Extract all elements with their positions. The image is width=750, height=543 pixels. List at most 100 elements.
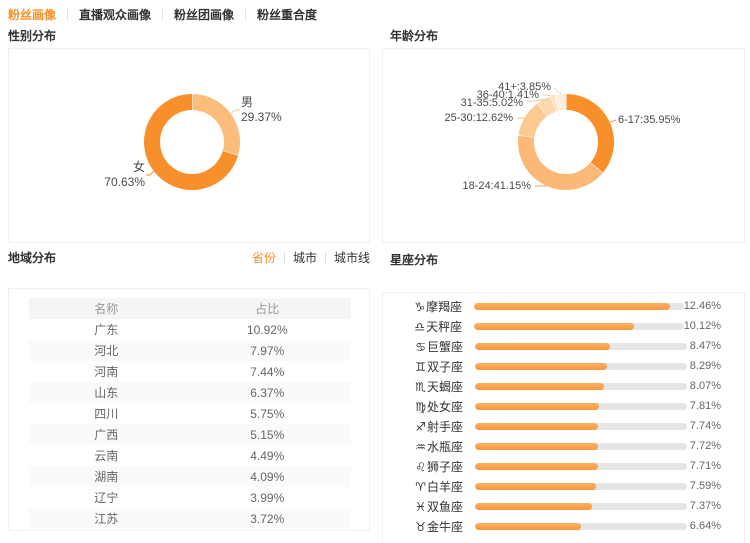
zodiac-bar-track: [475, 522, 687, 530]
zodiac-pct: 6.64%: [689, 520, 721, 532]
gender-section-title: 性别分布: [8, 29, 57, 43]
zodiac-name: 白羊座: [426, 479, 463, 494]
region-table-row[interactable]: 湖南 4.09%: [29, 466, 351, 487]
region-name-cell: 河北: [29, 340, 184, 361]
region-table-row[interactable]: 河北 7.97%: [29, 340, 351, 361]
region-table-row[interactable]: 山东 6.37%: [29, 382, 351, 403]
gender-donut-chart[interactable]: [144, 94, 240, 190]
age-donut-chart[interactable]: [518, 94, 614, 190]
zodiac-label: ♒水瓶座: [387, 438, 463, 455]
zodiac-row[interactable]: ♎天秤座 10.12%: [387, 316, 721, 336]
zodiac-bar-list: ♑摩羯座 12.46% ♎天秤座 10.12% ♋巨蟹座 8.47% ♊双子座 8.29% ♏天…: [383, 293, 744, 536]
zodiac-bar-track: [475, 422, 687, 430]
age-section-title: 年龄分布: [390, 29, 439, 43]
tab-4[interactable]: 粉丝重合度: [257, 7, 318, 22]
zodiac-水瓶座-icon: ♒: [415, 439, 426, 454]
gender-label-male-name: 男: [241, 95, 254, 109]
zodiac-白羊座-icon: ♈: [415, 479, 426, 494]
zodiac-name: 天秤座: [426, 319, 463, 334]
region-table: 名称 占比 广东 10.92% 河北 7.97% 河南 7.44% 山东 6.37% 四川 5.75…: [29, 298, 351, 529]
zodiac-row[interactable]: ♏天蝎座 8.07%: [387, 376, 721, 396]
tab-1[interactable]: 粉丝画像: [8, 7, 57, 22]
age-label-36-40: 36-40:1.41%: [476, 89, 539, 101]
zodiac-bar-track: [475, 462, 687, 470]
zodiac-name: 双鱼座: [426, 499, 463, 514]
region-pct-cell: 4.09%: [183, 466, 351, 487]
age-label-18-24: 18-24:41.15%: [462, 180, 532, 192]
region-name-cell: 广西: [29, 424, 184, 445]
zodiac-row[interactable]: ♐射手座 7.74%: [387, 416, 721, 436]
zodiac-row[interactable]: ♋巨蟹座 8.47%: [387, 336, 721, 356]
zodiac-双子座-icon: ♊: [415, 359, 426, 374]
region-name-cell: 辽宁: [94, 491, 119, 505]
zodiac-bar-fill: [474, 302, 671, 310]
zodiac-name: 处女座: [426, 399, 463, 414]
zodiac-row[interactable]: ♒水瓶座 7.72%: [387, 436, 721, 456]
zodiac-label: ♐射手座: [387, 418, 463, 435]
gender-chart-panel: 男 29.37% 女 70.63%: [8, 48, 370, 243]
zodiac-bar-fill: [475, 342, 611, 350]
zodiac-bar-track: [475, 442, 687, 450]
zodiac-金牛座-icon: ♉: [415, 519, 426, 534]
zodiac-name: 水瓶座: [426, 439, 463, 454]
region-pct-cell: 3.99%: [250, 490, 285, 505]
tab-separator: [67, 8, 69, 20]
zodiac-label: ♎天秤座: [387, 318, 462, 335]
zodiac-pct: 8.07%: [689, 380, 721, 392]
age-chart-panel: 41+:3.85% 36-40:1.41% 31-35:5.02% 25-30:…: [382, 48, 745, 243]
zodiac-label: ♌狮子座: [387, 458, 463, 475]
zodiac-label: ♉金牛座: [387, 518, 463, 535]
region-table-header-row: 名称 占比: [29, 298, 351, 319]
region-section-head: 地域分布 省份 城市 城市线: [8, 249, 370, 266]
zodiac-row[interactable]: ♍处女座 7.81%: [387, 396, 721, 416]
zodiac-pct: 8.29%: [689, 360, 721, 372]
tab-2[interactable]: 直播观众画像: [79, 7, 152, 22]
region-col-header-1: 名称: [29, 298, 184, 319]
zodiac-row[interactable]: ♑摩羯座 12.46%: [387, 296, 721, 316]
region-table-row[interactable]: 广西 5.15%: [29, 424, 351, 445]
region-table-row[interactable]: 河南 7.44%: [29, 361, 351, 382]
zodiac-天秤座-icon: ♎: [414, 319, 426, 334]
gender-label-female-pct: 70.63%: [104, 175, 145, 189]
top-tabbar: 粉丝画像 直播观众画像 粉丝团画像 粉丝重合度: [8, 6, 317, 22]
region-col-header-2: 占比: [183, 298, 351, 319]
region-tab-2[interactable]: 城市: [292, 251, 317, 265]
region-tab-1[interactable]: 省份: [251, 251, 276, 265]
zodiac-label: ♓双鱼座: [387, 498, 463, 515]
zodiac-bar-fill: [474, 322, 634, 330]
zodiac-bar-fill: [475, 462, 598, 470]
zodiac-bar-fill: [475, 402, 600, 410]
region-table-row[interactable]: 四川 5.75%: [29, 403, 351, 424]
region-pct-cell: 5.75%: [250, 406, 285, 421]
zodiac-bar-fill: [475, 362, 608, 370]
zodiac-row[interactable]: ♊双子座 8.29%: [387, 356, 721, 376]
region-table-panel: 名称 占比 广东 10.92% 河北 7.97% 河南 7.44% 山东 6.37% 四川 5.75…: [8, 288, 370, 531]
zodiac-狮子座-icon: ♌: [415, 459, 426, 474]
region-table-row[interactable]: 广东 10.92%: [29, 319, 351, 340]
region-tab-3[interactable]: 城市线: [333, 251, 370, 265]
zodiac-row[interactable]: ♈白羊座 7.59%: [387, 476, 721, 496]
region-section-title: 地域分布: [8, 251, 57, 265]
region-name-cell: 湖南: [29, 466, 184, 487]
zodiac-row[interactable]: ♓双鱼座 7.37%: [387, 496, 721, 516]
zodiac-bar-track: [474, 322, 684, 330]
region-table-row[interactable]: 辽宁 3.99%: [29, 487, 351, 508]
zodiac-pct: 7.74%: [689, 420, 721, 432]
zodiac-bar-track: [475, 482, 687, 490]
gender-label-female: 女 70.63%: [104, 160, 145, 190]
zodiac-处女座-icon: ♍: [415, 399, 426, 414]
tab-3[interactable]: 粉丝团画像: [174, 7, 235, 22]
region-table-row[interactable]: 江苏 3.72%: [29, 508, 351, 529]
region-table-row[interactable]: 云南 4.49%: [29, 445, 351, 466]
region-pct-cell: 10.92%: [246, 322, 288, 337]
age-label-41plus: 41+:3.85%: [498, 81, 551, 93]
zodiac-pct: 10.12%: [683, 320, 721, 332]
age-label-31-35: 31-35:5.02%: [460, 97, 523, 109]
gender-label-female-name: 女: [132, 160, 145, 174]
zodiac-row[interactable]: ♌狮子座 7.71%: [387, 456, 721, 476]
zodiac-row[interactable]: ♉金牛座 6.64%: [387, 516, 721, 536]
zodiac-name: 巨蟹座: [426, 339, 463, 354]
gender-label-male-pct: 29.37%: [241, 110, 282, 124]
zodiac-name: 狮子座: [426, 459, 463, 474]
